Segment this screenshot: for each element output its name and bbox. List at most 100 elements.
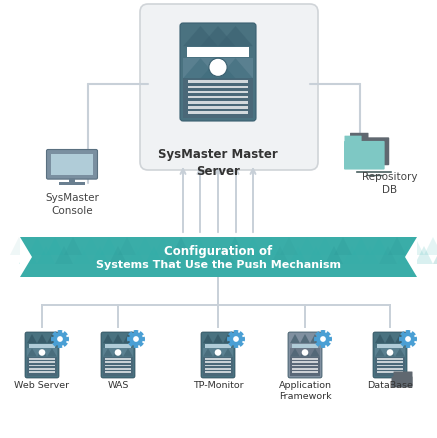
Polygon shape: [253, 246, 271, 264]
Polygon shape: [290, 348, 300, 357]
Polygon shape: [307, 246, 325, 264]
Polygon shape: [127, 246, 145, 264]
Polygon shape: [290, 334, 300, 343]
Polygon shape: [227, 330, 245, 348]
Polygon shape: [183, 26, 218, 46]
FancyBboxPatch shape: [180, 23, 256, 121]
Bar: [105, 358, 131, 360]
Bar: [29, 361, 55, 363]
Polygon shape: [154, 237, 172, 255]
Polygon shape: [223, 334, 233, 343]
FancyBboxPatch shape: [373, 332, 407, 378]
Text: Systems That Use the Push Mechanism: Systems That Use the Push Mechanism: [96, 260, 340, 270]
Polygon shape: [271, 246, 289, 264]
Polygon shape: [208, 237, 226, 255]
Polygon shape: [201, 58, 236, 78]
Bar: [105, 361, 131, 363]
Polygon shape: [280, 237, 298, 255]
Polygon shape: [375, 334, 385, 343]
Bar: [105, 368, 131, 370]
Circle shape: [57, 336, 63, 342]
Bar: [292, 344, 318, 348]
Bar: [29, 371, 55, 373]
Polygon shape: [100, 237, 118, 255]
FancyBboxPatch shape: [140, 4, 318, 170]
Polygon shape: [298, 237, 316, 255]
Bar: [105, 371, 131, 373]
Bar: [290, 348, 320, 357]
Polygon shape: [37, 334, 47, 343]
Polygon shape: [19, 246, 37, 264]
Bar: [29, 365, 55, 366]
Circle shape: [39, 349, 45, 356]
Polygon shape: [27, 334, 37, 343]
Polygon shape: [244, 237, 262, 255]
Polygon shape: [51, 330, 69, 348]
Bar: [377, 358, 403, 360]
Bar: [29, 368, 55, 370]
FancyBboxPatch shape: [350, 133, 368, 142]
Bar: [188, 95, 248, 99]
Bar: [188, 85, 248, 88]
Circle shape: [233, 336, 239, 342]
Polygon shape: [27, 348, 37, 357]
Polygon shape: [145, 246, 163, 264]
Polygon shape: [113, 348, 123, 357]
Polygon shape: [395, 334, 405, 343]
Bar: [183, 78, 253, 118]
Polygon shape: [235, 246, 253, 264]
Bar: [377, 365, 403, 366]
Polygon shape: [73, 246, 91, 264]
Circle shape: [387, 349, 393, 356]
Polygon shape: [300, 348, 310, 357]
FancyBboxPatch shape: [344, 141, 385, 170]
Bar: [205, 358, 231, 360]
Polygon shape: [316, 237, 334, 255]
Bar: [105, 344, 131, 348]
Polygon shape: [226, 237, 244, 255]
FancyBboxPatch shape: [46, 149, 97, 179]
Bar: [183, 58, 253, 78]
Text: Repository
DB: Repository DB: [362, 172, 418, 195]
Polygon shape: [136, 237, 154, 255]
Polygon shape: [183, 58, 218, 78]
Bar: [188, 101, 248, 103]
Text: SysMaster Master
Server: SysMaster Master Server: [158, 148, 278, 178]
FancyBboxPatch shape: [101, 332, 135, 378]
Polygon shape: [352, 237, 370, 255]
Bar: [27, 357, 57, 376]
FancyBboxPatch shape: [344, 136, 361, 145]
Text: WAS: WAS: [108, 381, 128, 390]
Polygon shape: [300, 334, 310, 343]
Bar: [205, 371, 231, 373]
Polygon shape: [37, 348, 47, 357]
Polygon shape: [325, 246, 343, 264]
Polygon shape: [91, 246, 109, 264]
Polygon shape: [163, 246, 181, 264]
Polygon shape: [379, 246, 397, 264]
Polygon shape: [47, 348, 57, 357]
Bar: [59, 182, 86, 185]
Bar: [188, 106, 248, 109]
Bar: [29, 358, 55, 360]
Bar: [375, 357, 405, 376]
FancyBboxPatch shape: [25, 332, 59, 378]
Polygon shape: [47, 334, 57, 343]
Bar: [20, 237, 417, 277]
Polygon shape: [388, 237, 406, 255]
Bar: [69, 177, 75, 182]
Bar: [377, 361, 403, 363]
Bar: [205, 361, 231, 363]
Polygon shape: [397, 246, 415, 264]
Circle shape: [133, 336, 139, 342]
Bar: [103, 348, 133, 357]
Bar: [290, 357, 320, 376]
Text: Application
Framework: Application Framework: [278, 381, 332, 401]
Circle shape: [114, 349, 121, 356]
Polygon shape: [123, 334, 133, 343]
Polygon shape: [127, 330, 145, 348]
Bar: [103, 357, 133, 376]
Polygon shape: [223, 348, 233, 357]
Bar: [292, 361, 318, 363]
Polygon shape: [370, 237, 388, 255]
